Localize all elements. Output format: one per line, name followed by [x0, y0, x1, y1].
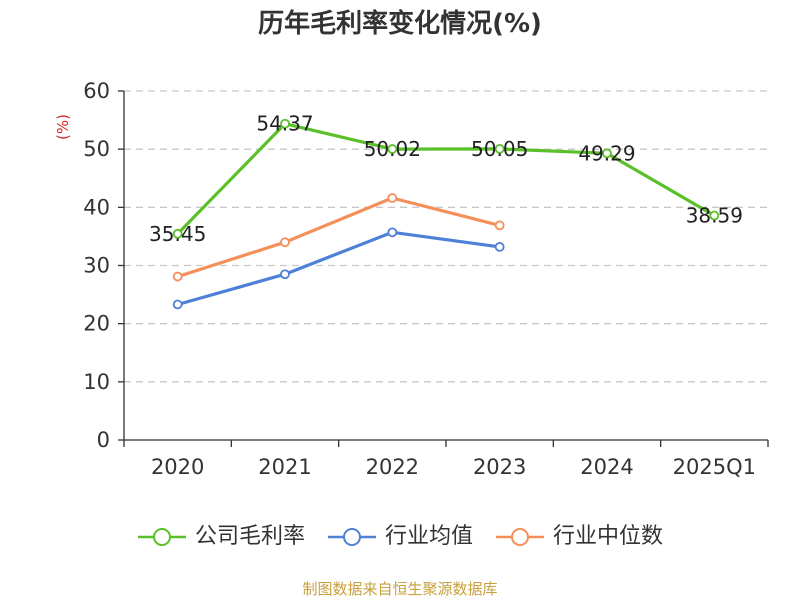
data-point — [387, 144, 398, 154]
source-footer: 制图数据来自恒生聚源数据库 — [302, 580, 498, 598]
y-tick-label: 50 — [83, 137, 110, 161]
data-labels: 35.45 54.37 50.02 50.05 49.29 38.59 — [149, 112, 743, 246]
series-line — [177, 230, 500, 307]
legend-marker — [342, 528, 361, 546]
legend-label: 行业中位数 — [553, 524, 664, 549]
axes: 0 10 20 30 40 50 60 2020 2021 2022 2023 2024 2025Q1 — [83, 79, 769, 479]
series-line — [177, 196, 501, 279]
data-point — [172, 299, 183, 310]
y-tick-label: 30 — [83, 254, 110, 278]
grid-lines — [124, 90, 768, 383]
data-point — [709, 210, 720, 221]
data-point — [172, 271, 183, 282]
data-label: 50.02 — [364, 137, 421, 161]
x-tick-label: 2021 — [258, 455, 311, 479]
data-point — [280, 269, 290, 280]
data-point — [602, 148, 612, 159]
series-lines — [172, 118, 720, 310]
legend-item[interactable]: 行业中位数 — [495, 519, 663, 555]
x-tick-label: 2025Q1 — [673, 455, 756, 479]
legend-label: 公司毛利率 — [194, 524, 305, 549]
y-tick-label: 20 — [83, 312, 110, 336]
chart-title: 历年毛利率变化情况(%) — [258, 9, 542, 39]
legend-label: 行业均值 — [384, 524, 473, 549]
x-tick-label: 2024 — [580, 455, 633, 479]
legend-marker — [511, 528, 529, 546]
legend: 公司毛利率 行业均值 行业中位数 — [0, 519, 800, 555]
data-point — [494, 241, 505, 252]
data-point — [280, 237, 290, 248]
data-label: 38.59 — [686, 204, 743, 228]
data-point — [387, 193, 398, 203]
y-tick-label: 0 — [97, 428, 110, 452]
legend-item[interactable]: 行业均值 — [327, 519, 473, 555]
legend-item[interactable]: 公司毛利率 — [137, 519, 305, 555]
legend-marker — [152, 528, 171, 546]
y-tick-label: 10 — [83, 370, 110, 394]
y-tick-label: 60 — [83, 79, 110, 103]
data-label: 54.37 — [256, 112, 313, 136]
x-tick-label: 2022 — [366, 455, 419, 479]
data-point — [387, 227, 398, 238]
data-label: 49.29 — [578, 141, 635, 165]
x-tick-label: 2020 — [151, 455, 204, 479]
data-label: 50.05 — [471, 137, 528, 161]
legend-line-marker-icon — [137, 528, 186, 546]
y-axis-unit-label: (%) — [54, 114, 72, 140]
x-tick-label: 2023 — [473, 455, 526, 479]
data-label: 35.45 — [149, 222, 206, 246]
data-point — [494, 143, 505, 154]
legend-line-marker-icon — [496, 528, 544, 546]
data-point — [494, 220, 505, 231]
series-line — [176, 122, 716, 235]
data-point — [280, 118, 290, 129]
y-tick-label: 40 — [83, 195, 110, 219]
legend-line-marker-icon — [327, 528, 376, 546]
data-point — [172, 228, 183, 239]
